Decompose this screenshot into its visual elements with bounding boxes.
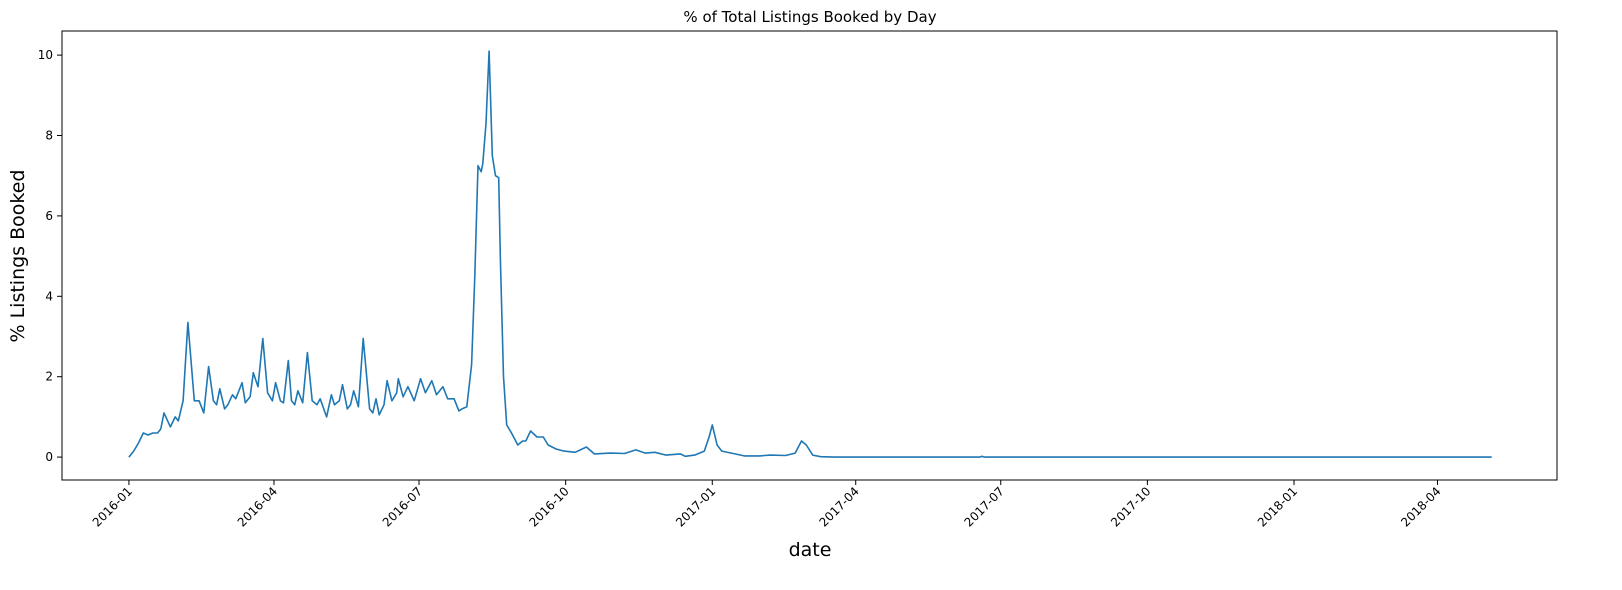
x-tick-label: 2016-04 (235, 484, 280, 529)
x-tick-label: 2018-01 (1255, 484, 1300, 529)
chart-title: % of Total Listings Booked by Day (683, 8, 936, 26)
y-tick-label: 8 (45, 129, 53, 143)
x-tick-label: 2016-07 (380, 484, 425, 529)
x-tick-label: 2016-01 (90, 484, 135, 529)
y-tick-label: 6 (45, 209, 53, 223)
y-tick-label: 4 (45, 289, 53, 303)
y-tick-label: 2 (45, 370, 53, 384)
data-line (128, 50, 1492, 458)
y-tick-label: 10 (38, 48, 53, 62)
x-tick-label: 2017-07 (962, 484, 1007, 529)
x-tick-label: 2018-04 (1398, 484, 1443, 529)
x-tick-label: 2017-10 (1108, 484, 1153, 529)
x-tick-label: 2017-01 (673, 484, 718, 529)
plot-frame (61, 30, 1558, 481)
x-axis-label: date (789, 539, 832, 561)
x-tick-label: 2016-10 (526, 484, 571, 529)
x-tick-label: 2017-04 (816, 484, 861, 529)
y-tick-label: 0 (45, 450, 53, 464)
y-axis-label: % Listings Booked (7, 170, 29, 343)
